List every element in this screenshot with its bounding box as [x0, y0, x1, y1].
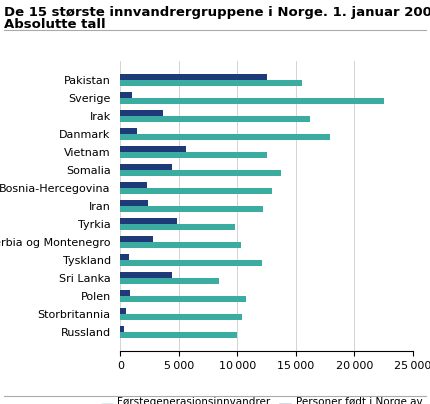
Bar: [120, 254, 129, 260]
Bar: [120, 152, 267, 158]
Bar: [120, 308, 126, 314]
Bar: [120, 261, 262, 266]
Bar: [120, 110, 163, 116]
Bar: [120, 146, 186, 152]
Bar: [120, 98, 384, 104]
Bar: [120, 164, 172, 170]
Bar: [120, 206, 263, 212]
Bar: [120, 272, 172, 278]
Bar: [120, 74, 267, 80]
Bar: [120, 332, 237, 338]
Bar: [120, 242, 241, 248]
Bar: [120, 182, 147, 188]
Bar: [120, 314, 242, 320]
Bar: [120, 326, 125, 332]
Bar: [120, 116, 310, 122]
Bar: [120, 278, 218, 284]
Legend: Førstegenerasjonsinnvandrer
uten norsk bakgrunn, Personer født i Norge av
to ute: Førstegenerasjonsinnvandrer uten norsk b…: [101, 398, 430, 404]
Bar: [120, 135, 330, 140]
Text: De 15 største innvandrergruppene i Norge. 1. januar 2006.: De 15 største innvandrergruppene i Norge…: [4, 6, 430, 19]
Bar: [120, 128, 137, 134]
Bar: [120, 80, 302, 86]
Bar: [120, 290, 130, 296]
Bar: [120, 224, 235, 230]
Bar: [120, 297, 246, 302]
Bar: [120, 170, 281, 176]
Bar: [120, 92, 132, 98]
Bar: [120, 188, 273, 194]
Bar: [120, 236, 153, 242]
Bar: [120, 200, 148, 206]
Bar: [120, 218, 177, 224]
Text: Absolutte tall: Absolutte tall: [4, 18, 106, 31]
